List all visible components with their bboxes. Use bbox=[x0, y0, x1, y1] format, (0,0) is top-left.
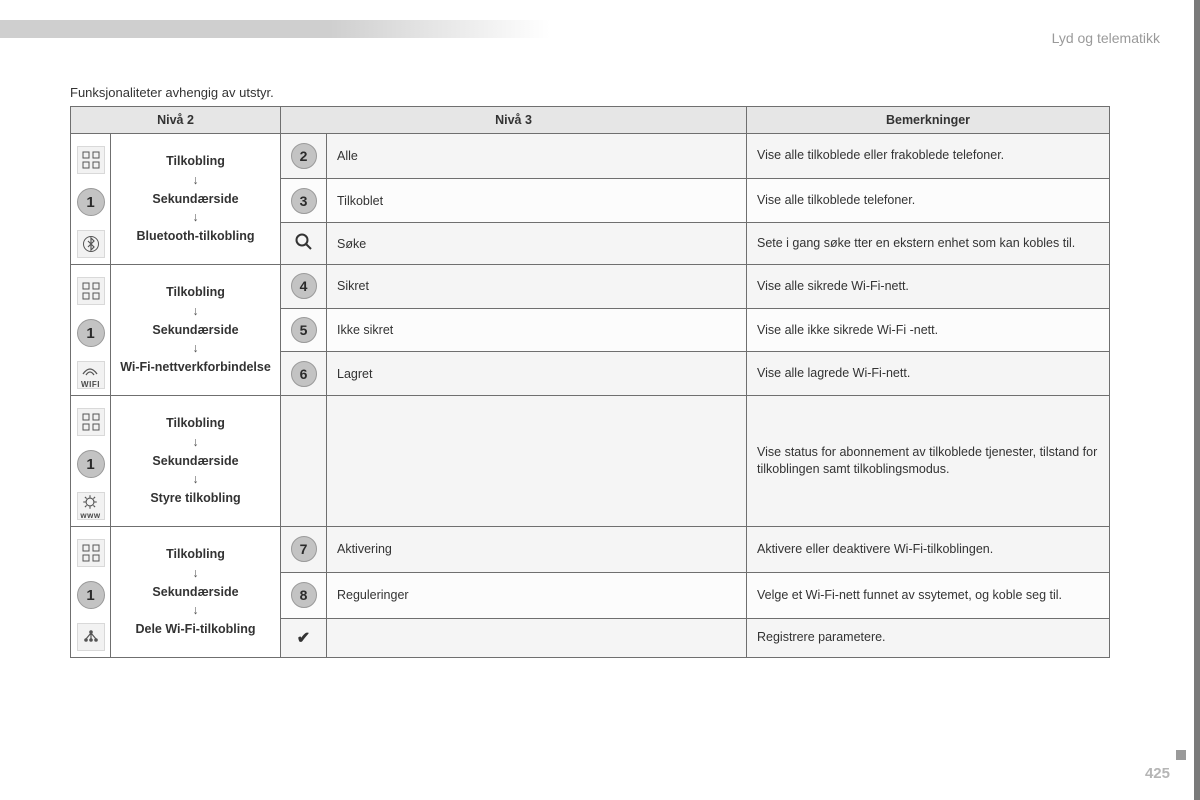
step-symbol-cell: 5 bbox=[281, 308, 327, 352]
step-number-badge: 3 bbox=[291, 188, 317, 214]
menu-item-remark: Vise alle tilkoblede eller frakoblede te… bbox=[747, 134, 1110, 179]
step-symbol-cell: 8 bbox=[281, 572, 327, 618]
path-step: Tilkobling bbox=[166, 285, 225, 299]
menu-item-remark: Velge et Wi-Fi-nett funnet av ssytemet, … bbox=[747, 572, 1110, 618]
equipment-note: Funksjonaliteter avhengig av utstyr. bbox=[70, 85, 1110, 100]
step-1-icon: 1 bbox=[77, 319, 105, 347]
icon-stack-cell: 1 WIFI bbox=[71, 265, 111, 396]
arrow-down-icon: ↓ bbox=[115, 209, 276, 226]
col-header-remarks: Bemerkninger bbox=[747, 107, 1110, 134]
arrow-down-icon: ↓ bbox=[115, 434, 276, 451]
menu-item-label: Sikret bbox=[327, 265, 747, 309]
arrow-down-icon: ↓ bbox=[115, 471, 276, 488]
menu-item-label bbox=[327, 618, 747, 657]
table-row: 1Tilkobling↓Sekundærside↓Dele Wi-Fi-tilk… bbox=[71, 527, 1110, 573]
step-symbol-cell: ✔ bbox=[281, 618, 327, 657]
page-number: 425 bbox=[1145, 765, 1170, 782]
step-symbol-cell: 2 bbox=[281, 134, 327, 179]
menu-item-remark: Vise alle ikke sikrede Wi-Fi -nett. bbox=[747, 308, 1110, 352]
menu-structure-table: Nivå 2 Nivå 3 Bemerkninger 1Tilkobling↓S… bbox=[70, 106, 1110, 658]
breadcrumb-path: Tilkobling ↓ Sekundærside ↓ Wi-Fi-nettverkfo… bbox=[111, 265, 281, 396]
icon-stack-cell: 1 www bbox=[71, 396, 111, 527]
step-number-badge: 7 bbox=[291, 536, 317, 562]
table-row: 1WIFITilkobling↓Sekundærside↓Wi-Fi-nettv… bbox=[71, 265, 1110, 309]
icon-stack-cell: 1 bbox=[71, 134, 111, 265]
arrow-down-icon: ↓ bbox=[115, 303, 276, 320]
table-header-row: Nivå 2 Nivå 3 Bemerkninger bbox=[71, 107, 1110, 134]
path-step: Tilkobling bbox=[166, 154, 225, 168]
menu-item-remark: Vise alle tilkoblede telefoner. bbox=[747, 178, 1110, 223]
step-1-icon: 1 bbox=[77, 581, 105, 609]
path-step: Tilkobling bbox=[166, 547, 225, 561]
step-number-badge: 2 bbox=[291, 143, 317, 169]
table-row: 1 www Tilkobling ↓ Sekundærside ↓ Styre tilkob… bbox=[71, 396, 1110, 527]
grid-icon bbox=[77, 539, 105, 567]
path-step: Sekundærside bbox=[152, 192, 238, 206]
step-number-badge: 4 bbox=[291, 273, 317, 299]
search-icon bbox=[294, 232, 314, 252]
arrow-down-icon: ↓ bbox=[115, 602, 276, 619]
arrow-down-icon: ↓ bbox=[115, 172, 276, 189]
menu-item-label bbox=[327, 396, 747, 527]
grid-icon bbox=[77, 277, 105, 305]
menu-item-remark: Registrere parametere. bbox=[747, 618, 1110, 657]
menu-item-label: Ikke sikret bbox=[327, 308, 747, 352]
step-symbol-cell: 4 bbox=[281, 265, 327, 309]
corner-marker bbox=[1176, 750, 1186, 760]
menu-item-label: Reguleringer bbox=[327, 572, 747, 618]
menu-item-remark: Vise alle lagrede Wi-Fi-nett. bbox=[747, 352, 1110, 396]
grid-icon bbox=[77, 408, 105, 436]
check-icon: ✔ bbox=[297, 630, 310, 647]
section-header: Lyd og telematikk bbox=[1052, 30, 1160, 46]
step-number-badge: 6 bbox=[291, 361, 317, 387]
step-number-badge: 5 bbox=[291, 317, 317, 343]
path-step: Sekundærside bbox=[152, 323, 238, 337]
gear-www-icon: www bbox=[77, 492, 105, 520]
menu-item-remark: Vise alle sikrede Wi-Fi-nett. bbox=[747, 265, 1110, 309]
step-symbol-cell: 7 bbox=[281, 527, 327, 573]
icon-stack-cell: 1 bbox=[71, 527, 111, 658]
step-1-icon: 1 bbox=[77, 450, 105, 478]
breadcrumb-path: Tilkobling ↓ Sekundærside ↓ Dele Wi-Fi-tilko… bbox=[111, 527, 281, 658]
path-step: Sekundærside bbox=[152, 454, 238, 468]
menu-item-label: Alle bbox=[327, 134, 747, 179]
path-step: Dele Wi-Fi-tilkobling bbox=[135, 622, 255, 636]
step-1-icon: 1 bbox=[77, 188, 105, 216]
page-right-edge bbox=[1194, 0, 1200, 800]
col-header-level2: Nivå 2 bbox=[71, 107, 281, 134]
share-icon bbox=[77, 623, 105, 651]
top-gradient-band bbox=[0, 20, 550, 38]
step-symbol-cell: 3 bbox=[281, 178, 327, 223]
path-step: Wi-Fi-nettverkforbindelse bbox=[120, 360, 271, 374]
grid-icon bbox=[77, 146, 105, 174]
bluetooth-icon bbox=[77, 230, 105, 258]
breadcrumb-path: Tilkobling ↓ Sekundærside ↓ Styre tilkobling bbox=[111, 396, 281, 527]
path-step: Tilkobling bbox=[166, 416, 225, 430]
breadcrumb-path: Tilkobling ↓ Sekundærside ↓ Bluetooth-tilkob… bbox=[111, 134, 281, 265]
menu-item-remark: Vise status for abonnement av tilkoblede… bbox=[747, 396, 1110, 527]
wifi-icon: WIFI bbox=[77, 361, 105, 389]
content-area: Funksjonaliteter avhengig av utstyr. Niv… bbox=[70, 85, 1110, 658]
path-step: Styre tilkobling bbox=[150, 491, 240, 505]
path-step: Sekundærside bbox=[152, 585, 238, 599]
table-row: 1Tilkobling↓Sekundærside↓Bluetooth-tilko… bbox=[71, 134, 1110, 179]
menu-item-label: Lagret bbox=[327, 352, 747, 396]
path-step: Bluetooth-tilkobling bbox=[136, 229, 254, 243]
arrow-down-icon: ↓ bbox=[115, 565, 276, 582]
step-symbol-cell bbox=[281, 396, 327, 527]
menu-item-label: Tilkoblet bbox=[327, 178, 747, 223]
step-symbol-cell bbox=[281, 223, 327, 265]
menu-item-remark: Sete i gang søke tter en ekstern enhet s… bbox=[747, 223, 1110, 265]
step-symbol-cell: 6 bbox=[281, 352, 327, 396]
step-number-badge: 8 bbox=[291, 582, 317, 608]
menu-item-label: Aktivering bbox=[327, 527, 747, 573]
col-header-level3: Nivå 3 bbox=[281, 107, 747, 134]
menu-item-label: Søke bbox=[327, 223, 747, 265]
menu-item-remark: Aktivere eller deaktivere Wi-Fi-tilkobli… bbox=[747, 527, 1110, 573]
arrow-down-icon: ↓ bbox=[115, 340, 276, 357]
